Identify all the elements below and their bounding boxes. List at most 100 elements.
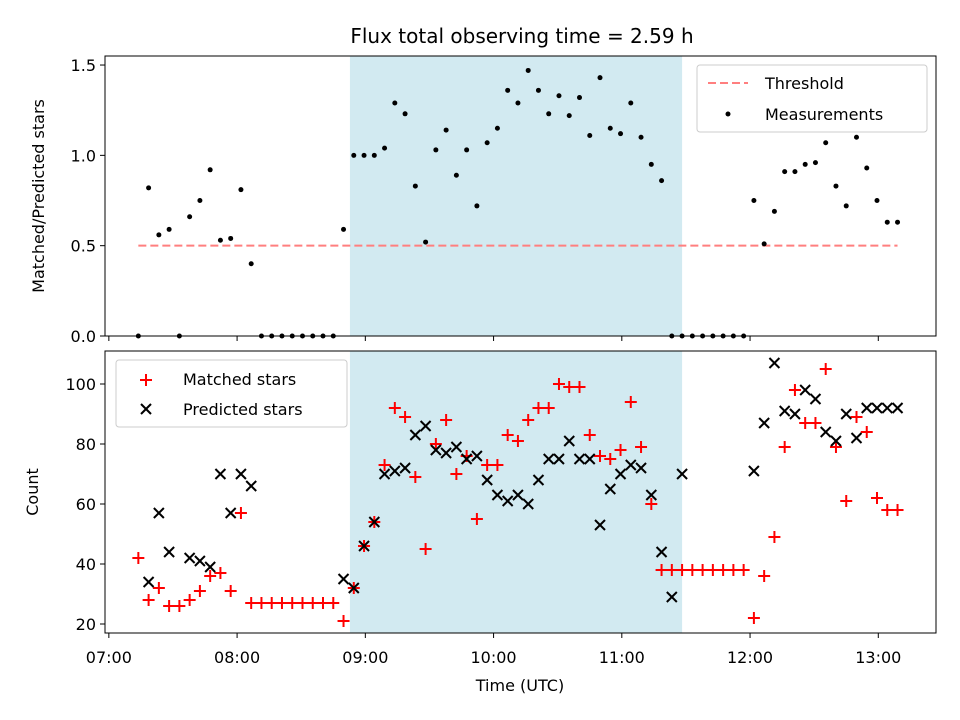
matched-star-point (696, 564, 709, 576)
matched-star-point (378, 459, 391, 471)
bottom-axes-frame (104, 350, 937, 634)
predicted-star-point (235, 468, 247, 480)
measurement-point (864, 165, 870, 171)
matched-star-point (686, 564, 699, 576)
matched-star-point (706, 564, 719, 576)
matched-star-point (511, 435, 524, 447)
measurement-point (217, 237, 223, 243)
measurement-point (412, 183, 418, 189)
predicted-star-point (491, 489, 504, 501)
legend-predicted-label: Predicted stars (183, 400, 303, 419)
predicted-star-point (194, 555, 206, 567)
predicted-star-point (645, 489, 658, 501)
bottom-y-tick-label: 80 (76, 435, 96, 454)
measurement-point (484, 140, 490, 146)
measurement-point (618, 131, 624, 137)
matched-star-point (142, 594, 155, 606)
predicted-star-point (799, 384, 811, 396)
measurement-point (443, 127, 449, 133)
predicted-star-point (368, 516, 381, 528)
predicted-star-point (655, 546, 668, 558)
matched-star-point (563, 381, 576, 393)
matched-star-point (152, 582, 165, 594)
predicted-star-point (635, 462, 647, 474)
matched-star-point (737, 564, 750, 576)
measurement-point (535, 87, 541, 93)
predicted-star-point (830, 435, 842, 447)
matched-star-point (173, 600, 186, 612)
top-measurement-points (135, 67, 901, 339)
measurement-point (833, 183, 839, 189)
matched-star-point (881, 504, 894, 516)
matched-star-point (224, 585, 237, 597)
legend-threshold-label: Threshold (764, 74, 844, 93)
matched-star-point (491, 459, 504, 471)
predicted-star-point (440, 447, 452, 459)
predicted-star-point (676, 468, 688, 480)
matched-star-point (573, 381, 586, 393)
predicted-star-point (409, 429, 422, 441)
predicted-star-point (594, 519, 606, 531)
legend-measurements-swatch (725, 111, 731, 117)
top-y-axis-label: Matched/Predicted stars (29, 99, 48, 293)
measurement-point (761, 241, 767, 247)
predicted-star-point (809, 393, 822, 405)
legend-measurements-label: Measurements (765, 105, 883, 124)
matched-star-point (676, 564, 689, 576)
predicted-star-point (245, 480, 257, 492)
matched-star-point (717, 564, 730, 576)
legend-matched-swatch (140, 374, 152, 386)
measurement-point (402, 111, 408, 117)
x-tick-label: 10:00 (471, 648, 517, 667)
matched-star-point (234, 507, 247, 519)
measurement-point (423, 239, 429, 245)
x-tick-label: 08:00 (214, 648, 260, 667)
top-shaded-interval (349, 56, 683, 336)
matched-star-point (542, 402, 555, 414)
measurement-point (156, 232, 162, 238)
matched-star-point (614, 444, 627, 456)
measurement-point (587, 132, 593, 138)
top-y-axis: 0.0 0.5 1.0 1.5 (71, 56, 105, 346)
matched-star-point (317, 597, 330, 609)
measurement-point (392, 100, 398, 106)
measurement-point (505, 87, 511, 93)
measurement-point (494, 125, 500, 131)
measurement-point (433, 147, 439, 153)
matched-star-point (552, 378, 565, 390)
measurement-point (843, 203, 849, 209)
matched-star-point (501, 429, 514, 441)
x-tick-label: 07:00 (86, 648, 132, 667)
predicted-star-point (460, 453, 473, 465)
bottom-legend: Matched stars Predicted stars (115, 359, 348, 428)
top-legend: Threshold Measurements (696, 64, 928, 133)
measurement-point (576, 95, 582, 101)
matched-star-point (583, 429, 596, 441)
predicted-star-point (543, 453, 555, 465)
predicted-star-point (625, 459, 637, 471)
matched-star-point (275, 597, 288, 609)
matched-star-point (429, 438, 442, 450)
measurement-point (884, 219, 890, 225)
top-panel: 0.0 0.5 1.0 1.5 Matched/Predicted stars Thr… (29, 55, 937, 346)
measurement-point (638, 134, 644, 140)
matched-star-point (450, 468, 463, 480)
matched-star-point (829, 441, 842, 453)
measurement-point (371, 152, 377, 158)
predicted-star-point (573, 453, 586, 465)
matched-star-point (440, 414, 453, 426)
measurement-point (853, 134, 859, 140)
measurement-point (361, 152, 367, 158)
x-tick-label: 09:00 (342, 648, 388, 667)
matched-star-point (799, 417, 812, 429)
matched-star-point (255, 597, 268, 609)
predicted-star-point (183, 552, 196, 564)
chart-title: Flux total observing time = 2.59 h (350, 24, 693, 48)
measurement-point (771, 208, 777, 214)
measurement-point (341, 226, 347, 232)
bottom-y-axis: 20 40 60 80 100 (65, 375, 105, 634)
matched-star-point (132, 552, 145, 564)
predicted-star-point (891, 402, 904, 414)
matched-star-point (481, 459, 494, 471)
matched-star-point (163, 600, 176, 612)
